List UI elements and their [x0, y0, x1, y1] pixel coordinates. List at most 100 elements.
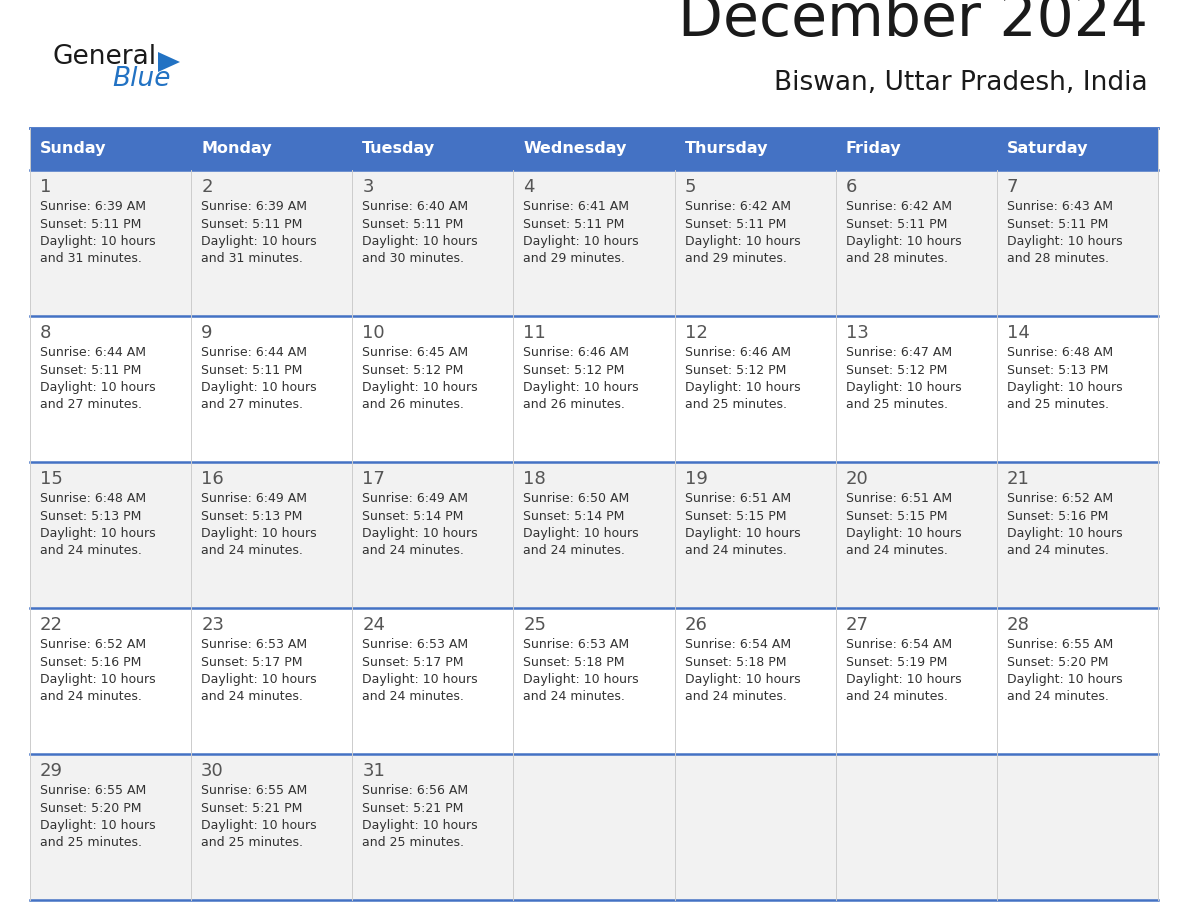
Text: General: General — [52, 44, 156, 70]
Bar — [30, 462, 191, 608]
Bar — [513, 128, 675, 170]
Text: Blue: Blue — [112, 66, 171, 92]
Text: Daylight: 10 hours: Daylight: 10 hours — [201, 527, 317, 540]
Text: and 24 minutes.: and 24 minutes. — [1007, 690, 1108, 703]
Text: 18: 18 — [524, 470, 546, 488]
Bar — [835, 462, 997, 608]
Text: Sunset: 5:11 PM: Sunset: 5:11 PM — [201, 364, 303, 376]
Text: 20: 20 — [846, 470, 868, 488]
Bar — [835, 316, 997, 462]
Bar — [353, 128, 513, 170]
Text: Sunset: 5:14 PM: Sunset: 5:14 PM — [362, 509, 463, 522]
Text: Sunset: 5:13 PM: Sunset: 5:13 PM — [40, 509, 141, 522]
Text: Sunrise: 6:53 AM: Sunrise: 6:53 AM — [524, 638, 630, 651]
Text: and 30 minutes.: and 30 minutes. — [362, 252, 465, 265]
Text: Sunrise: 6:39 AM: Sunrise: 6:39 AM — [201, 200, 308, 213]
Text: 14: 14 — [1007, 324, 1030, 342]
Text: and 24 minutes.: and 24 minutes. — [684, 544, 786, 557]
Text: Daylight: 10 hours: Daylight: 10 hours — [362, 673, 478, 686]
Text: and 25 minutes.: and 25 minutes. — [846, 398, 948, 411]
Text: 28: 28 — [1007, 616, 1030, 634]
Text: Daylight: 10 hours: Daylight: 10 hours — [684, 235, 801, 248]
Text: and 28 minutes.: and 28 minutes. — [1007, 252, 1108, 265]
Text: and 24 minutes.: and 24 minutes. — [362, 690, 465, 703]
Bar — [353, 608, 513, 754]
Bar — [191, 462, 353, 608]
Text: and 25 minutes.: and 25 minutes. — [40, 836, 143, 849]
Text: Sunset: 5:13 PM: Sunset: 5:13 PM — [1007, 364, 1108, 376]
Bar — [675, 754, 835, 900]
Text: Sunrise: 6:50 AM: Sunrise: 6:50 AM — [524, 492, 630, 505]
Text: and 24 minutes.: and 24 minutes. — [201, 544, 303, 557]
Text: Sunset: 5:13 PM: Sunset: 5:13 PM — [201, 509, 303, 522]
Text: Daylight: 10 hours: Daylight: 10 hours — [40, 235, 156, 248]
Text: Sunset: 5:15 PM: Sunset: 5:15 PM — [684, 509, 786, 522]
Text: Sunset: 5:11 PM: Sunset: 5:11 PM — [201, 218, 303, 230]
Text: Daylight: 10 hours: Daylight: 10 hours — [201, 819, 317, 832]
Text: Sunrise: 6:55 AM: Sunrise: 6:55 AM — [40, 784, 146, 797]
Text: 21: 21 — [1007, 470, 1030, 488]
Text: Daylight: 10 hours: Daylight: 10 hours — [362, 235, 478, 248]
Text: Sunrise: 6:51 AM: Sunrise: 6:51 AM — [846, 492, 952, 505]
Text: and 24 minutes.: and 24 minutes. — [1007, 544, 1108, 557]
Text: Sunset: 5:12 PM: Sunset: 5:12 PM — [684, 364, 786, 376]
Text: and 26 minutes.: and 26 minutes. — [362, 398, 465, 411]
Text: Sunset: 5:12 PM: Sunset: 5:12 PM — [524, 364, 625, 376]
Text: Sunrise: 6:48 AM: Sunrise: 6:48 AM — [40, 492, 146, 505]
Text: and 27 minutes.: and 27 minutes. — [201, 398, 303, 411]
Text: 8: 8 — [40, 324, 51, 342]
Bar — [835, 170, 997, 316]
Text: 22: 22 — [40, 616, 63, 634]
Text: and 25 minutes.: and 25 minutes. — [201, 836, 303, 849]
Text: 6: 6 — [846, 178, 857, 196]
Text: Sunset: 5:17 PM: Sunset: 5:17 PM — [201, 655, 303, 668]
Bar — [835, 608, 997, 754]
Text: 3: 3 — [362, 178, 374, 196]
Text: Sunrise: 6:46 AM: Sunrise: 6:46 AM — [684, 346, 790, 359]
Text: Daylight: 10 hours: Daylight: 10 hours — [362, 527, 478, 540]
Text: and 24 minutes.: and 24 minutes. — [40, 690, 141, 703]
Text: Daylight: 10 hours: Daylight: 10 hours — [524, 673, 639, 686]
Bar — [675, 128, 835, 170]
Bar — [30, 170, 191, 316]
Text: Sunset: 5:17 PM: Sunset: 5:17 PM — [362, 655, 463, 668]
Text: 31: 31 — [362, 762, 385, 780]
Bar — [997, 316, 1158, 462]
Text: Thursday: Thursday — [684, 141, 769, 156]
Text: Sunrise: 6:42 AM: Sunrise: 6:42 AM — [846, 200, 952, 213]
Bar — [191, 170, 353, 316]
Text: Sunrise: 6:52 AM: Sunrise: 6:52 AM — [40, 638, 146, 651]
Text: Sunrise: 6:44 AM: Sunrise: 6:44 AM — [201, 346, 308, 359]
Text: Daylight: 10 hours: Daylight: 10 hours — [40, 527, 156, 540]
Bar — [353, 754, 513, 900]
Text: and 24 minutes.: and 24 minutes. — [201, 690, 303, 703]
Bar — [675, 608, 835, 754]
Text: Sunset: 5:20 PM: Sunset: 5:20 PM — [1007, 655, 1108, 668]
Text: Sunset: 5:12 PM: Sunset: 5:12 PM — [362, 364, 463, 376]
Bar — [997, 608, 1158, 754]
Bar — [513, 754, 675, 900]
Text: 1: 1 — [40, 178, 51, 196]
Text: and 25 minutes.: and 25 minutes. — [362, 836, 465, 849]
Text: Daylight: 10 hours: Daylight: 10 hours — [846, 235, 961, 248]
Bar — [997, 462, 1158, 608]
Text: 10: 10 — [362, 324, 385, 342]
Bar — [191, 608, 353, 754]
Text: 7: 7 — [1007, 178, 1018, 196]
Text: Sunrise: 6:53 AM: Sunrise: 6:53 AM — [362, 638, 468, 651]
Text: Daylight: 10 hours: Daylight: 10 hours — [1007, 381, 1123, 394]
Text: Daylight: 10 hours: Daylight: 10 hours — [524, 381, 639, 394]
Text: Sunrise: 6:39 AM: Sunrise: 6:39 AM — [40, 200, 146, 213]
Bar — [675, 462, 835, 608]
Text: Sunset: 5:11 PM: Sunset: 5:11 PM — [524, 218, 625, 230]
Text: Daylight: 10 hours: Daylight: 10 hours — [40, 673, 156, 686]
Text: and 24 minutes.: and 24 minutes. — [846, 544, 948, 557]
Polygon shape — [158, 52, 181, 72]
Text: 23: 23 — [201, 616, 225, 634]
Text: 11: 11 — [524, 324, 546, 342]
Text: and 25 minutes.: and 25 minutes. — [1007, 398, 1108, 411]
Bar — [30, 608, 191, 754]
Text: Sunrise: 6:55 AM: Sunrise: 6:55 AM — [201, 784, 308, 797]
Text: 12: 12 — [684, 324, 707, 342]
Bar — [191, 316, 353, 462]
